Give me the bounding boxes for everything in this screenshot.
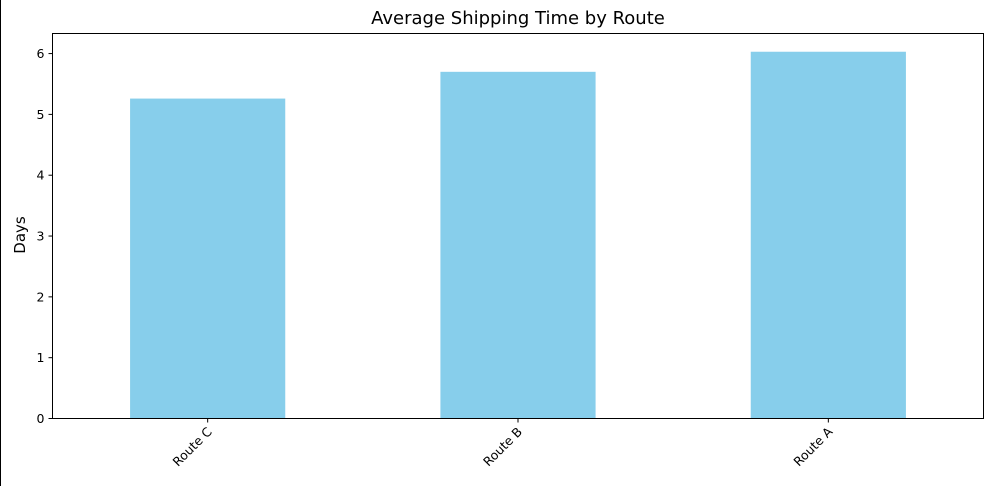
bar-route-b xyxy=(440,71,596,419)
y-tick-label: 3 xyxy=(37,229,45,244)
y-tick-label: 1 xyxy=(37,350,45,365)
x-tick-label: Route B xyxy=(480,424,525,469)
bars-group xyxy=(130,51,906,419)
y-tick-label: 5 xyxy=(37,107,45,122)
plot-frame xyxy=(52,33,984,419)
figure-left-edge xyxy=(0,0,1,486)
x-tick-label: Route C xyxy=(170,424,215,469)
y-axis-label: Days xyxy=(11,216,29,254)
y-tick-label: 0 xyxy=(37,411,45,426)
x-ticks-group: Route C Route B Route A xyxy=(170,418,836,469)
y-ticks-group: 0 1 2 3 4 5 6 xyxy=(37,46,53,426)
bar-route-c xyxy=(130,98,286,419)
chart-title: Average Shipping Time by Route xyxy=(371,8,665,29)
y-tick-label: 6 xyxy=(37,46,45,61)
y-tick-label: 2 xyxy=(37,289,45,304)
bar-route-a xyxy=(750,51,906,419)
x-tick-label: Route A xyxy=(790,424,835,469)
y-tick-label: 4 xyxy=(37,168,45,183)
